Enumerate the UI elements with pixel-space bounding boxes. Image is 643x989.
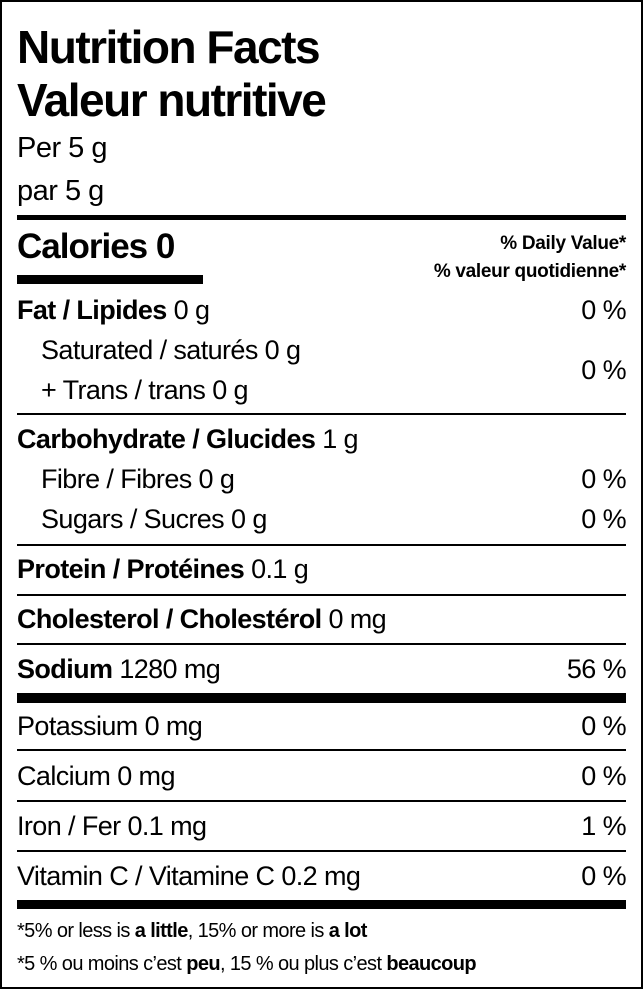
protein-row: Protein / Protéines 0.1 g <box>17 554 309 584</box>
divider <box>17 413 626 415</box>
dv-header-en: % Daily Value* <box>500 233 626 254</box>
trans-row: + Trans / trans 0 g <box>41 375 249 405</box>
potassium-row: Potassium 0 mg 0 % <box>17 711 627 741</box>
title-fr: Valeur nutritive <box>17 74 327 126</box>
divider <box>17 749 626 751</box>
dv-header-fr: % valeur quotidienne* <box>433 261 626 282</box>
sodium-row: Sodium 1280 mg 56 % <box>17 654 627 684</box>
divider <box>17 643 626 645</box>
carbohydrate-row: Carbohydrate / Glucides 1 g <box>17 424 359 454</box>
divider <box>17 544 626 546</box>
serving-size-en: Per 5 g <box>17 132 108 164</box>
cholesterol-row: Cholesterol / Cholestérol 0 mg <box>17 604 387 634</box>
calories-bar <box>17 275 203 284</box>
iron-row: Iron / Fer 0.1 mg 1 % <box>17 811 627 841</box>
divider <box>17 800 626 802</box>
divider-thick <box>17 900 626 909</box>
sat-trans-dv: 0 % <box>581 355 626 385</box>
serving-size-fr: par 5 g <box>17 175 104 207</box>
divider <box>17 215 626 220</box>
divider <box>17 850 626 852</box>
divider-thick <box>17 693 626 703</box>
saturated-row: Saturated / saturés 0 g <box>41 335 301 365</box>
calcium-row: Calcium 0 mg 0 % <box>17 761 627 791</box>
title-en: Nutrition Facts <box>17 21 321 73</box>
divider <box>17 594 626 596</box>
footnote-en: *5% or less is a little, 15% or more is … <box>17 920 367 942</box>
footnote-fr: *5 % ou moins c’est peu, 15 % ou plus c’… <box>17 953 477 975</box>
calories: Calories 0 <box>17 227 175 266</box>
vitamin-c-row: Vitamin C / Vitamine C 0.2 mg 0 % <box>17 861 627 891</box>
